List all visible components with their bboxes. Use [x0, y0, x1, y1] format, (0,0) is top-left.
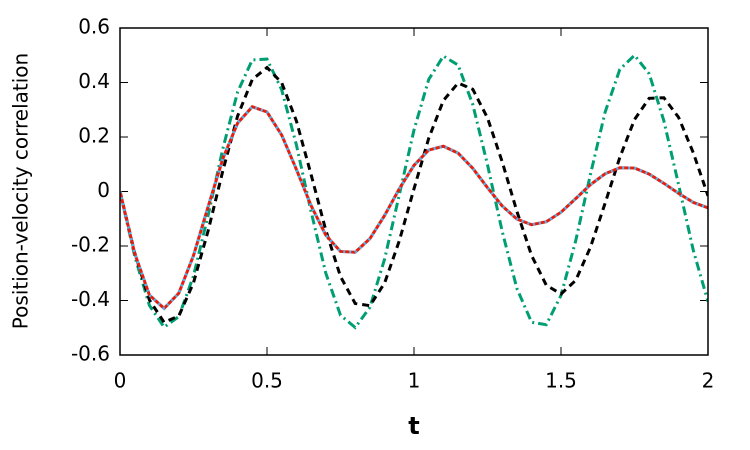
y-tick-label: 0.2 — [78, 124, 110, 148]
y-axis-title: Position-velocity correlation — [9, 53, 33, 329]
y-tick-label: -0.2 — [71, 233, 110, 257]
x-tick-label: 1.5 — [545, 369, 577, 393]
data-line — [120, 105, 708, 311]
x-axis-title: t — [408, 412, 419, 440]
y-tick-label: -0.4 — [71, 287, 110, 311]
x-tick-label: 1 — [408, 369, 421, 393]
x-tick-label: 0.5 — [251, 369, 283, 393]
y-tick-label: 0.6 — [78, 15, 110, 39]
data-line — [120, 65, 708, 325]
data-line — [120, 53, 708, 330]
y-tick-label: 0.4 — [78, 69, 110, 93]
x-tick-label: 0 — [114, 369, 127, 393]
y-tick-label: 0 — [97, 178, 110, 202]
y-tick-label: -0.6 — [71, 342, 110, 366]
x-tick-label: 2 — [702, 369, 715, 393]
plot-frame — [119, 27, 709, 356]
